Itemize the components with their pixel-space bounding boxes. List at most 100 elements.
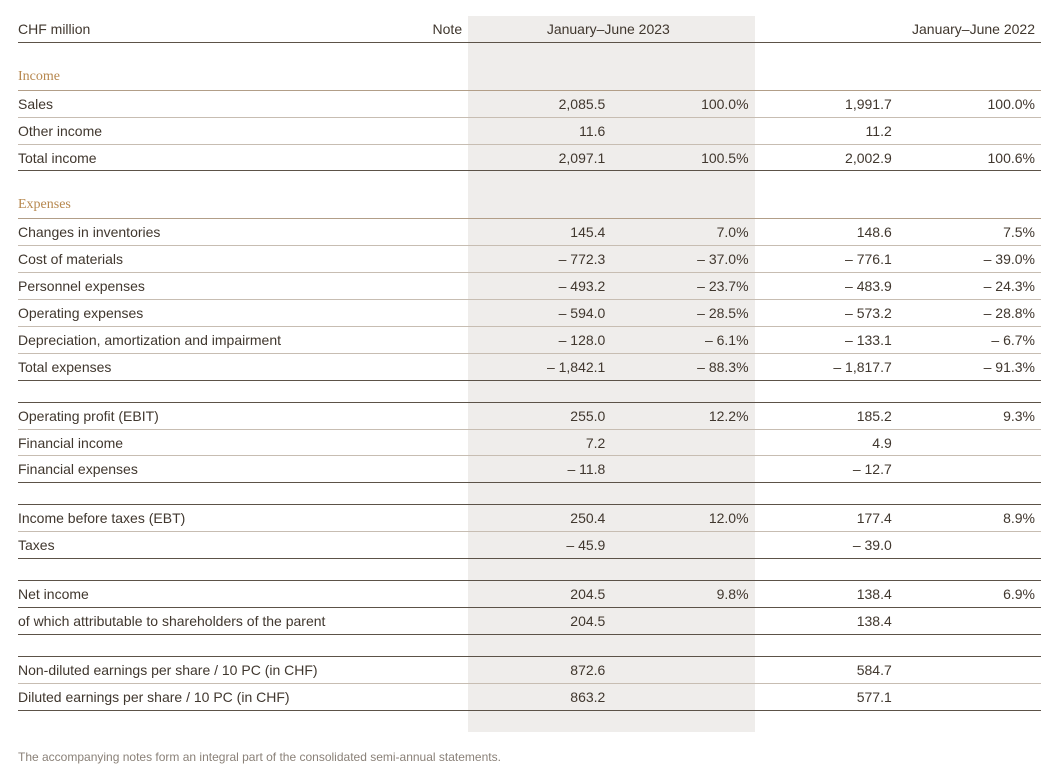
value-2023: – 594.0 [468,300,611,327]
section-title: Income [18,64,407,90]
row-label: Non-diluted earnings per share / 10 PC (… [18,656,407,683]
spacer-cell [407,42,468,64]
pct-2022: 8.9% [898,505,1041,532]
spacer-cell [755,483,898,505]
section-header: Expenses [18,192,1041,218]
row-note [407,581,468,608]
period-2022-header: January–June 2022 [755,16,1041,42]
value-2023: – 128.0 [468,326,611,353]
pct-2023 [611,656,754,683]
spacer-cell [18,634,407,656]
row-note [407,300,468,327]
pct-2022: – 39.0% [898,246,1041,273]
row-label: Cost of materials [18,246,407,273]
value-2022: 148.6 [755,219,898,246]
table-row: Operating profit (EBIT)255.012.2%185.29.… [18,402,1041,429]
row-note [407,456,468,483]
cell [755,192,898,218]
spacer-cell [755,380,898,402]
value-2023: 2,085.5 [468,90,611,117]
spacer-cell [468,380,611,402]
table-row: Net income204.59.8%138.46.9% [18,581,1041,608]
pct-2023: 100.0% [611,90,754,117]
row-note [407,402,468,429]
value-2022: – 39.0 [755,532,898,559]
value-2023: 11.6 [468,117,611,144]
spacer-row [18,380,1041,402]
pct-2023: – 23.7% [611,273,754,300]
table-row: Cost of materials– 772.3– 37.0%– 776.1– … [18,246,1041,273]
table-row: Financial income7.24.9 [18,429,1041,456]
table-row: Depreciation, amortization and impairmen… [18,326,1041,353]
table-row: Taxes– 45.9– 39.0 [18,532,1041,559]
row-label: Depreciation, amortization and impairmen… [18,326,407,353]
spacer-cell [407,171,468,193]
spacer-cell [407,710,468,732]
row-label: Operating profit (EBIT) [18,402,407,429]
cell [898,192,1041,218]
value-2023: 145.4 [468,219,611,246]
pct-2023: – 88.3% [611,353,754,380]
value-2023: – 1,842.1 [468,353,611,380]
value-2022: – 776.1 [755,246,898,273]
spacer-cell [407,380,468,402]
row-label: Financial income [18,429,407,456]
value-2022: 584.7 [755,656,898,683]
spacer-cell [898,380,1041,402]
table-row: Total expenses– 1,842.1– 88.3%– 1,817.7–… [18,353,1041,380]
row-note [407,656,468,683]
value-2022: 138.4 [755,581,898,608]
row-label: Other income [18,117,407,144]
pct-2023 [611,456,754,483]
pct-2023: 12.0% [611,505,754,532]
value-2023: 2,097.1 [468,144,611,171]
spacer-cell [468,42,611,64]
value-2023: – 772.3 [468,246,611,273]
value-2022: – 573.2 [755,300,898,327]
value-2023: 863.2 [468,683,611,710]
pct-2022: 100.0% [898,90,1041,117]
value-2022: – 483.9 [755,273,898,300]
spacer-cell [407,483,468,505]
cell [468,192,611,218]
income-statement-table: CHF millionNoteJanuary–June 2023January–… [18,16,1041,732]
spacer-row [18,171,1041,193]
row-note [407,246,468,273]
pct-2023: – 28.5% [611,300,754,327]
pct-2022: – 28.8% [898,300,1041,327]
table-row: Diluted earnings per share / 10 PC (in C… [18,683,1041,710]
pct-2022: – 6.7% [898,326,1041,353]
pct-2023 [611,683,754,710]
row-label: Sales [18,90,407,117]
table-row: Changes in inventories145.47.0%148.67.5% [18,219,1041,246]
row-note [407,219,468,246]
spacer-cell [611,634,754,656]
spacer-cell [898,42,1041,64]
section-title: Expenses [18,192,407,218]
spacer-cell [898,710,1041,732]
row-label: Operating expenses [18,300,407,327]
spacer-cell [611,483,754,505]
cell [755,64,898,90]
table-row: Total income2,097.1100.5%2,002.9100.6% [18,144,1041,171]
spacer-cell [755,559,898,581]
spacer-cell [18,380,407,402]
table-row: Operating expenses – 594.0– 28.5%– 573.2–… [18,300,1041,327]
table-row: Non-diluted earnings per share / 10 PC (… [18,656,1041,683]
value-2022: 577.1 [755,683,898,710]
value-2022: – 133.1 [755,326,898,353]
footnote-text: The accompanying notes form an integral … [18,750,1041,764]
spacer-cell [898,634,1041,656]
spacer-cell [611,380,754,402]
value-2023: – 45.9 [468,532,611,559]
pct-2022 [898,683,1041,710]
pct-2023: 7.0% [611,219,754,246]
row-label: Changes in inventories [18,219,407,246]
row-note [407,144,468,171]
pct-2023: 100.5% [611,144,754,171]
pct-2022 [898,656,1041,683]
table-row: Other income11.611.2 [18,117,1041,144]
value-2022: – 1,817.7 [755,353,898,380]
table-row: Sales2,085.5100.0%1,991.7100.0% [18,90,1041,117]
unit-label: CHF million [18,16,407,42]
